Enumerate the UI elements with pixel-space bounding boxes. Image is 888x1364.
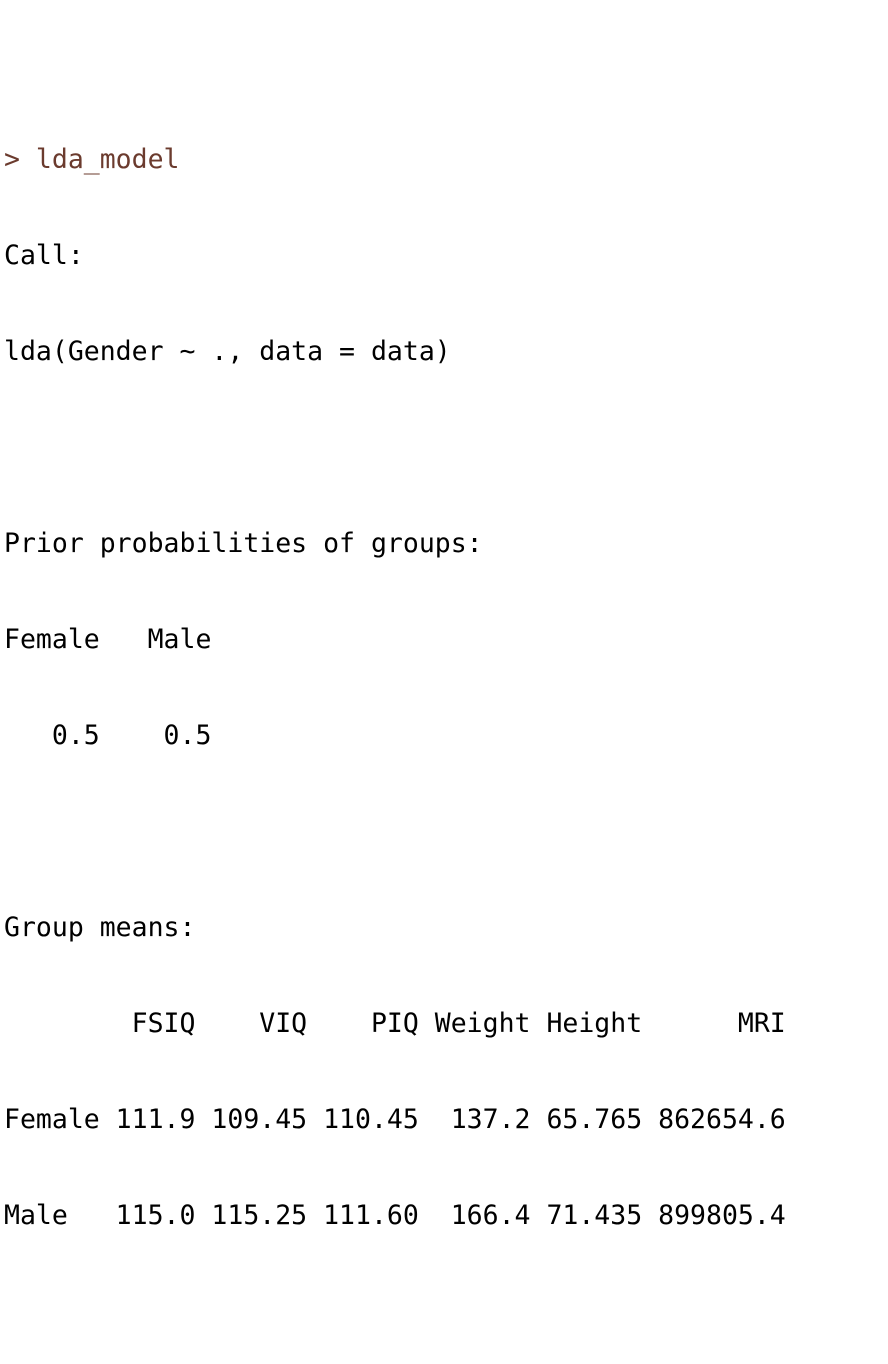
call-header: Call:	[4, 240, 84, 271]
call-expression: lda(Gender ~ ., data = data)	[4, 336, 451, 367]
group-means-row-female: Female 111.9 109.45 110.45 137.2 65.765 …	[4, 1104, 786, 1135]
blank-line	[4, 1296, 884, 1328]
group-means-columns: FSIQ VIQ PIQ Weight Height MRI	[4, 1008, 786, 1039]
priors-header: Prior probabilities of groups:	[4, 528, 483, 559]
group-means-header: Group means:	[4, 912, 196, 943]
group-means-row-male: Male 115.0 115.25 111.60 166.4 71.435 89…	[4, 1200, 786, 1231]
previous-command-line: ( , ) )	[4, 48, 884, 80]
r-console: ( , ) ) > lda_model Call: lda(Gender ~ .…	[4, 0, 884, 1364]
prompt-command: > lda_model	[4, 144, 180, 175]
blank-line	[4, 432, 884, 464]
priors-labels: Female Male	[4, 624, 212, 655]
priors-values: 0.5 0.5	[4, 720, 212, 751]
blank-line	[4, 816, 884, 848]
